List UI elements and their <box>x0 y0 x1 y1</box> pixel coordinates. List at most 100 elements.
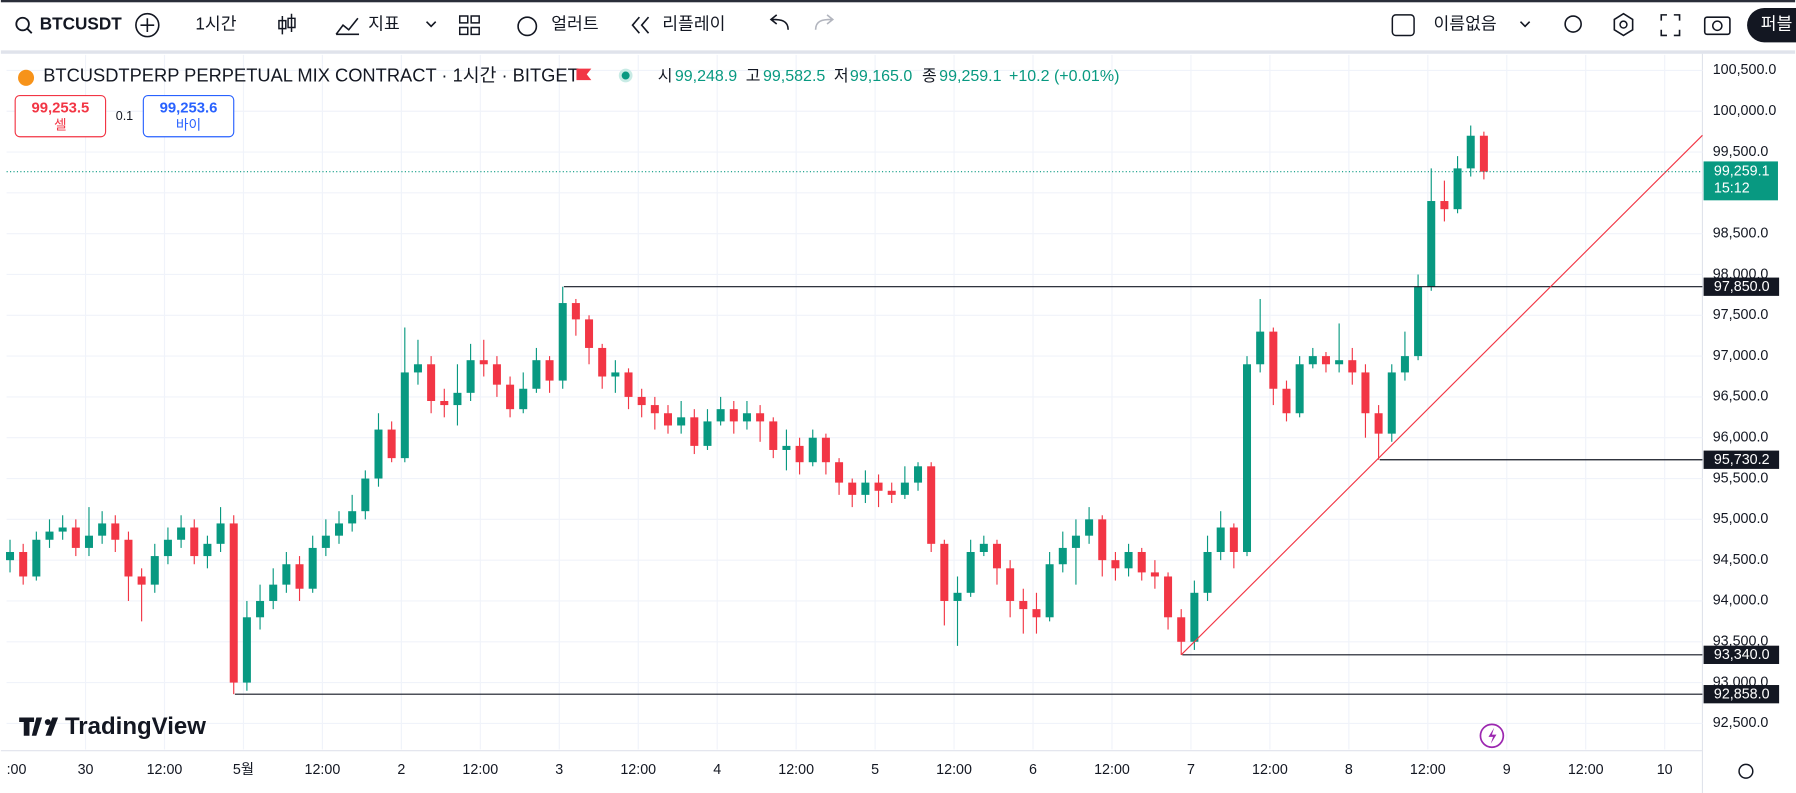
candle-body <box>1190 592 1199 642</box>
high-value: 99,582.5 <box>763 67 825 85</box>
last-price-box <box>1703 161 1778 201</box>
candle-body <box>506 384 515 410</box>
chart-type[interactable] <box>278 13 296 35</box>
x-tick-label: 6 <box>1029 762 1037 778</box>
level-label: 92,858.0 <box>1714 687 1770 703</box>
y-tick-label: 99,500.0 <box>1713 144 1769 160</box>
search-icon <box>26 27 33 34</box>
candle-body <box>650 405 659 414</box>
replay[interactable]: 리플레이 <box>662 14 725 34</box>
candle-body <box>256 600 265 618</box>
x-tick-label: 7 <box>1187 762 1195 778</box>
interval[interactable]: 1시간 <box>195 14 236 34</box>
dropdown[interactable] <box>425 21 437 28</box>
search-icon[interactable] <box>15 16 30 32</box>
dropdown[interactable] <box>1519 21 1531 28</box>
x-tick-label: 10 <box>1657 762 1673 778</box>
toolbar-divider <box>0 50 1796 54</box>
candle-body <box>1282 388 1291 414</box>
settings[interactable] <box>1613 12 1634 37</box>
snapshot[interactable] <box>1703 16 1731 36</box>
logo-mark <box>45 717 59 736</box>
candle-body <box>1164 576 1173 618</box>
x-tick-label: 12:00 <box>1094 762 1130 778</box>
last-price-label: 99,259.1 <box>1714 163 1770 179</box>
candle-body <box>756 413 765 422</box>
x-tick-label: 12:00 <box>305 762 341 778</box>
y-tick-label: 94,500.0 <box>1713 552 1769 568</box>
flag[interactable] <box>576 68 592 81</box>
candle-body <box>479 360 488 365</box>
change: +10.2 (+0.01%) <box>1009 67 1119 85</box>
level-label-box <box>1703 277 1780 296</box>
layout-checkbox[interactable] <box>1391 14 1415 37</box>
buy-button[interactable] <box>142 94 235 138</box>
candle-body <box>914 466 923 483</box>
level-label: 93,340.0 <box>1714 647 1770 663</box>
symbol[interactable]: BTCUSDT <box>40 14 122 34</box>
event-icon[interactable] <box>1479 723 1505 749</box>
candle-body <box>874 482 883 491</box>
publish: 퍼블 <box>1761 14 1793 34</box>
y-tick-label: 97,500.0 <box>1713 307 1769 323</box>
sell-button[interactable] <box>14 94 107 138</box>
candle-body <box>45 531 54 540</box>
add-symbol[interactable] <box>135 12 160 38</box>
candle-body <box>979 543 988 552</box>
candle-body <box>1098 519 1107 561</box>
publish-button[interactable] <box>1747 8 1796 43</box>
x-tick-label: 12:00 <box>147 762 183 778</box>
candle-body <box>1321 356 1330 365</box>
quick-search[interactable] <box>1564 15 1582 33</box>
redo[interactable] <box>814 14 835 30</box>
candle-body <box>611 372 620 377</box>
candle-body <box>1466 135 1475 169</box>
candle-body <box>1058 547 1067 565</box>
y-tick-label: 98,500.0 <box>1713 225 1769 241</box>
candle-body <box>887 490 896 495</box>
candle-body <box>1032 609 1041 618</box>
candle-body <box>637 396 646 406</box>
x-tick-label: 9 <box>1503 762 1511 778</box>
axis-settings[interactable] <box>1738 763 1754 779</box>
trendline <box>1180 134 1703 656</box>
x-tick-label: 5 <box>871 762 879 778</box>
candle-body <box>1111 560 1120 569</box>
candle-body <box>1387 372 1396 434</box>
candle-body <box>387 429 396 459</box>
candle-body <box>1071 535 1080 548</box>
alert[interactable]: 얼러트 <box>551 14 598 34</box>
candle-body <box>900 482 909 495</box>
candle-body <box>150 556 159 585</box>
candle-body <box>321 535 330 548</box>
candle-body <box>1269 331 1278 389</box>
candle-body <box>1348 360 1357 373</box>
alert-icon <box>517 16 538 37</box>
close-label: 종 <box>922 67 937 85</box>
candle-body <box>1150 572 1159 577</box>
candle-body <box>769 421 778 450</box>
layout-name[interactable]: 이름없음 <box>1434 14 1497 34</box>
candle-body <box>532 360 541 389</box>
candle-body <box>1216 527 1225 552</box>
candle-body <box>242 617 251 683</box>
candle-body <box>308 547 317 589</box>
undo[interactable] <box>769 14 789 30</box>
candle-body <box>1256 331 1265 365</box>
candle-body <box>1229 527 1238 552</box>
templates[interactable] <box>458 15 480 36</box>
indicator-icon <box>335 17 360 36</box>
indicators[interactable]: 지표 <box>368 14 400 34</box>
candle-body <box>58 527 67 532</box>
candle-body <box>848 482 857 495</box>
candle-body <box>1335 360 1344 365</box>
fullscreen[interactable] <box>1660 14 1681 37</box>
candle-body <box>1203 551 1212 593</box>
close-value: 99,259.1 <box>939 67 1001 85</box>
settings-icon <box>1619 20 1628 29</box>
candle-body <box>966 551 975 593</box>
candle-body <box>729 409 738 422</box>
candle-body <box>374 429 383 479</box>
candle-body <box>927 466 936 544</box>
event-icon <box>1488 727 1497 744</box>
